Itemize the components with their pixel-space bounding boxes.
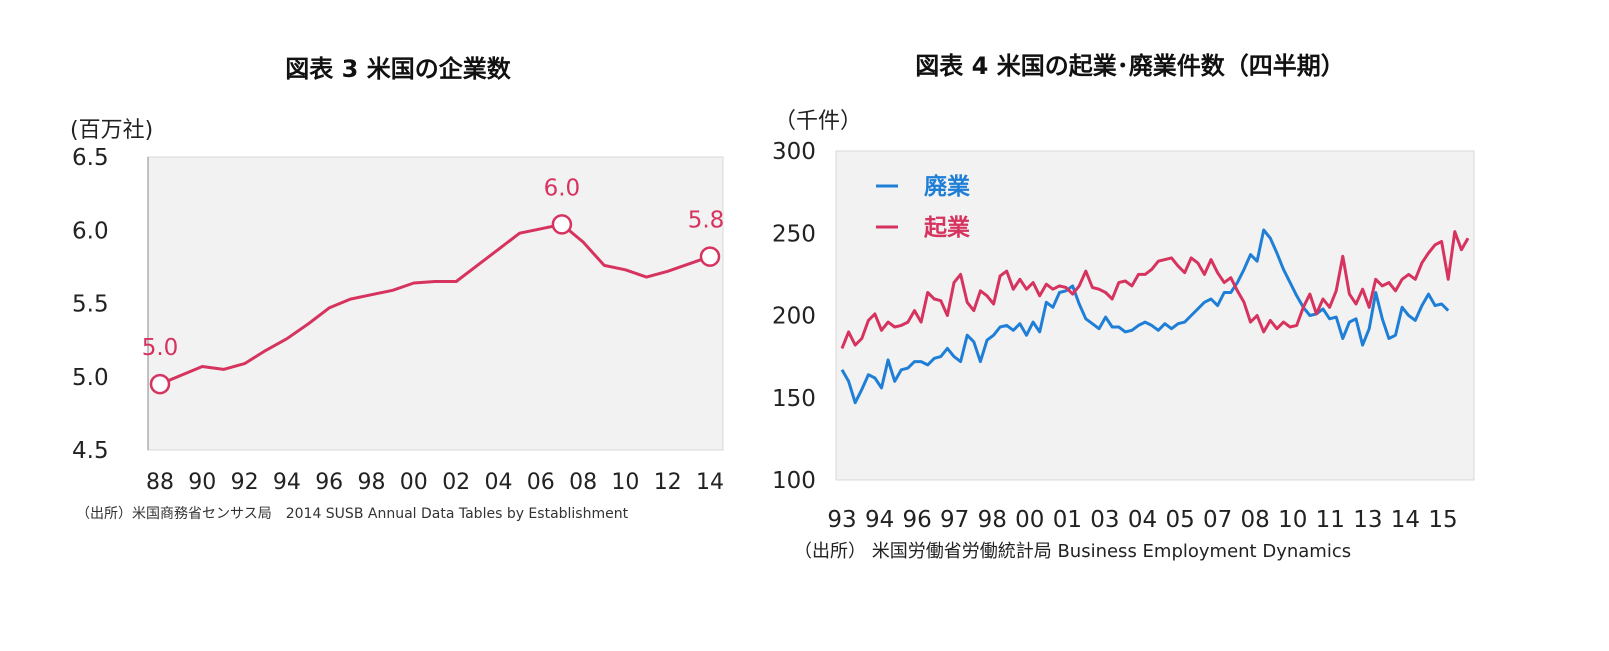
chart-3-data-label: 5.8 bbox=[688, 208, 725, 234]
chart-3-x-tick: 06 bbox=[527, 470, 555, 495]
chart-3-data-labels: 5.0 6.0 5.8 bbox=[142, 175, 725, 361]
chart-3-y-tick: 6.0 bbox=[72, 218, 109, 244]
chart-4-y-tick: 100 bbox=[772, 468, 816, 494]
chart-3-x-tick: 14 bbox=[696, 470, 724, 495]
chart-3-title: 図表 3 米国の企業数 bbox=[285, 55, 511, 83]
chart-4-x-tick: 98 bbox=[978, 507, 1007, 533]
chart-3-data-label: 5.0 bbox=[142, 335, 179, 361]
chart-4-y-ticks: 300 250 200 150 100 bbox=[772, 139, 816, 494]
chart-4-y-tick: 200 bbox=[772, 304, 816, 330]
chart-3-x-tick: 10 bbox=[611, 470, 639, 495]
chart-3: 図表 3 米国の企業数 (百万社) 6.5 6.0 5.5 5.0 4.5 88… bbox=[70, 55, 724, 522]
chart-3-x-tick: 88 bbox=[146, 470, 174, 495]
chart-4-x-tick: 03 bbox=[1090, 507, 1119, 533]
chart-3-x-tick: 92 bbox=[231, 470, 259, 495]
chart-4-legend-label-haigyo: 廃業 bbox=[924, 173, 971, 200]
chart-3-marker bbox=[699, 246, 721, 267]
chart-4-source: （出所） 米国労働省労働統計局 Business Employment Dyna… bbox=[794, 541, 1351, 562]
chart-4-series-line-haigyo bbox=[840, 228, 1450, 405]
chart-3-x-tick: 94 bbox=[273, 470, 301, 495]
chart-3-x-tick: 98 bbox=[358, 470, 386, 495]
chart-3-x-tick: 00 bbox=[400, 470, 428, 495]
chart-3-data-label: 6.0 bbox=[544, 175, 581, 201]
chart-4-x-tick: 05 bbox=[1165, 507, 1194, 533]
chart-4-y-tick: 250 bbox=[772, 221, 816, 247]
chart-3-y-tick: 6.5 bbox=[72, 145, 109, 171]
chart-4-x-tick: 00 bbox=[1015, 507, 1044, 533]
chart-3-y-tick: 5.0 bbox=[72, 365, 109, 391]
chart-3-x-ticks: 88 90 92 94 96 98 00 02 04 06 08 10 12 1… bbox=[146, 470, 724, 495]
chart-4-plot-area bbox=[835, 150, 1475, 481]
chart-4-x-tick: 01 bbox=[1053, 507, 1082, 533]
chart-4-x-tick: 15 bbox=[1428, 507, 1457, 533]
chart-4-legend-label-kigyo: 起業 bbox=[924, 214, 971, 241]
chart-3-plot-area bbox=[147, 156, 724, 451]
chart-3-x-tick: 08 bbox=[569, 470, 597, 495]
chart-4-series-line-kigyo bbox=[840, 230, 1470, 349]
chart-4-y-tick: 150 bbox=[772, 386, 816, 412]
chart-4-x-tick: 14 bbox=[1391, 507, 1420, 533]
chart-3-x-tick: 12 bbox=[654, 470, 682, 495]
chart-4-title: 図表 4 米国の起業･廃業件数（四半期） bbox=[915, 52, 1344, 80]
chart-3-source: （出所）米国商務省センサス局 2014 SUSB Annual Data Tab… bbox=[76, 506, 629, 522]
chart-3-y-tick: 5.5 bbox=[72, 292, 109, 318]
chart-4-x-tick: 04 bbox=[1128, 507, 1157, 533]
chart-4-x-tick: 07 bbox=[1203, 507, 1232, 533]
chart-3-markers bbox=[149, 214, 721, 395]
chart-3-unit-label: (百万社) bbox=[70, 118, 153, 143]
chart-4-x-tick: 08 bbox=[1241, 507, 1270, 533]
chart-3-series-line bbox=[159, 222, 711, 386]
chart-3-x-tick: 96 bbox=[315, 470, 343, 495]
chart-3-x-tick: 02 bbox=[442, 470, 470, 495]
chart-4-x-tick: 97 bbox=[940, 507, 969, 533]
chart-4-unit-label: （千件） bbox=[774, 109, 862, 134]
chart-3-marker bbox=[149, 373, 171, 395]
chart-4-x-tick: 11 bbox=[1316, 507, 1345, 533]
chart-4-x-tick: 94 bbox=[865, 507, 894, 533]
chart-4-y-tick: 300 bbox=[772, 139, 816, 165]
chart-4-x-tick: 10 bbox=[1278, 507, 1307, 533]
chart-3-marker bbox=[551, 214, 573, 235]
chart-3-x-tick: 90 bbox=[188, 470, 216, 495]
chart-4-x-tick: 13 bbox=[1353, 507, 1382, 533]
chart-4-x-tick: 93 bbox=[827, 507, 856, 533]
chart-3-x-tick: 04 bbox=[485, 470, 513, 495]
chart-4: 図表 4 米国の起業･廃業件数（四半期） （千件） 300 250 200 15… bbox=[772, 52, 1475, 562]
chart-3-y-tick: 4.5 bbox=[72, 438, 109, 464]
chart-4-x-tick: 96 bbox=[902, 507, 931, 533]
chart-4-x-ticks: 93 94 96 97 98 00 01 03 04 05 07 08 10 1… bbox=[827, 507, 1457, 533]
chart-3-y-ticks: 6.5 6.0 5.5 5.0 4.5 bbox=[72, 145, 109, 464]
chart-4-legend: 廃業 起業 bbox=[876, 173, 971, 241]
